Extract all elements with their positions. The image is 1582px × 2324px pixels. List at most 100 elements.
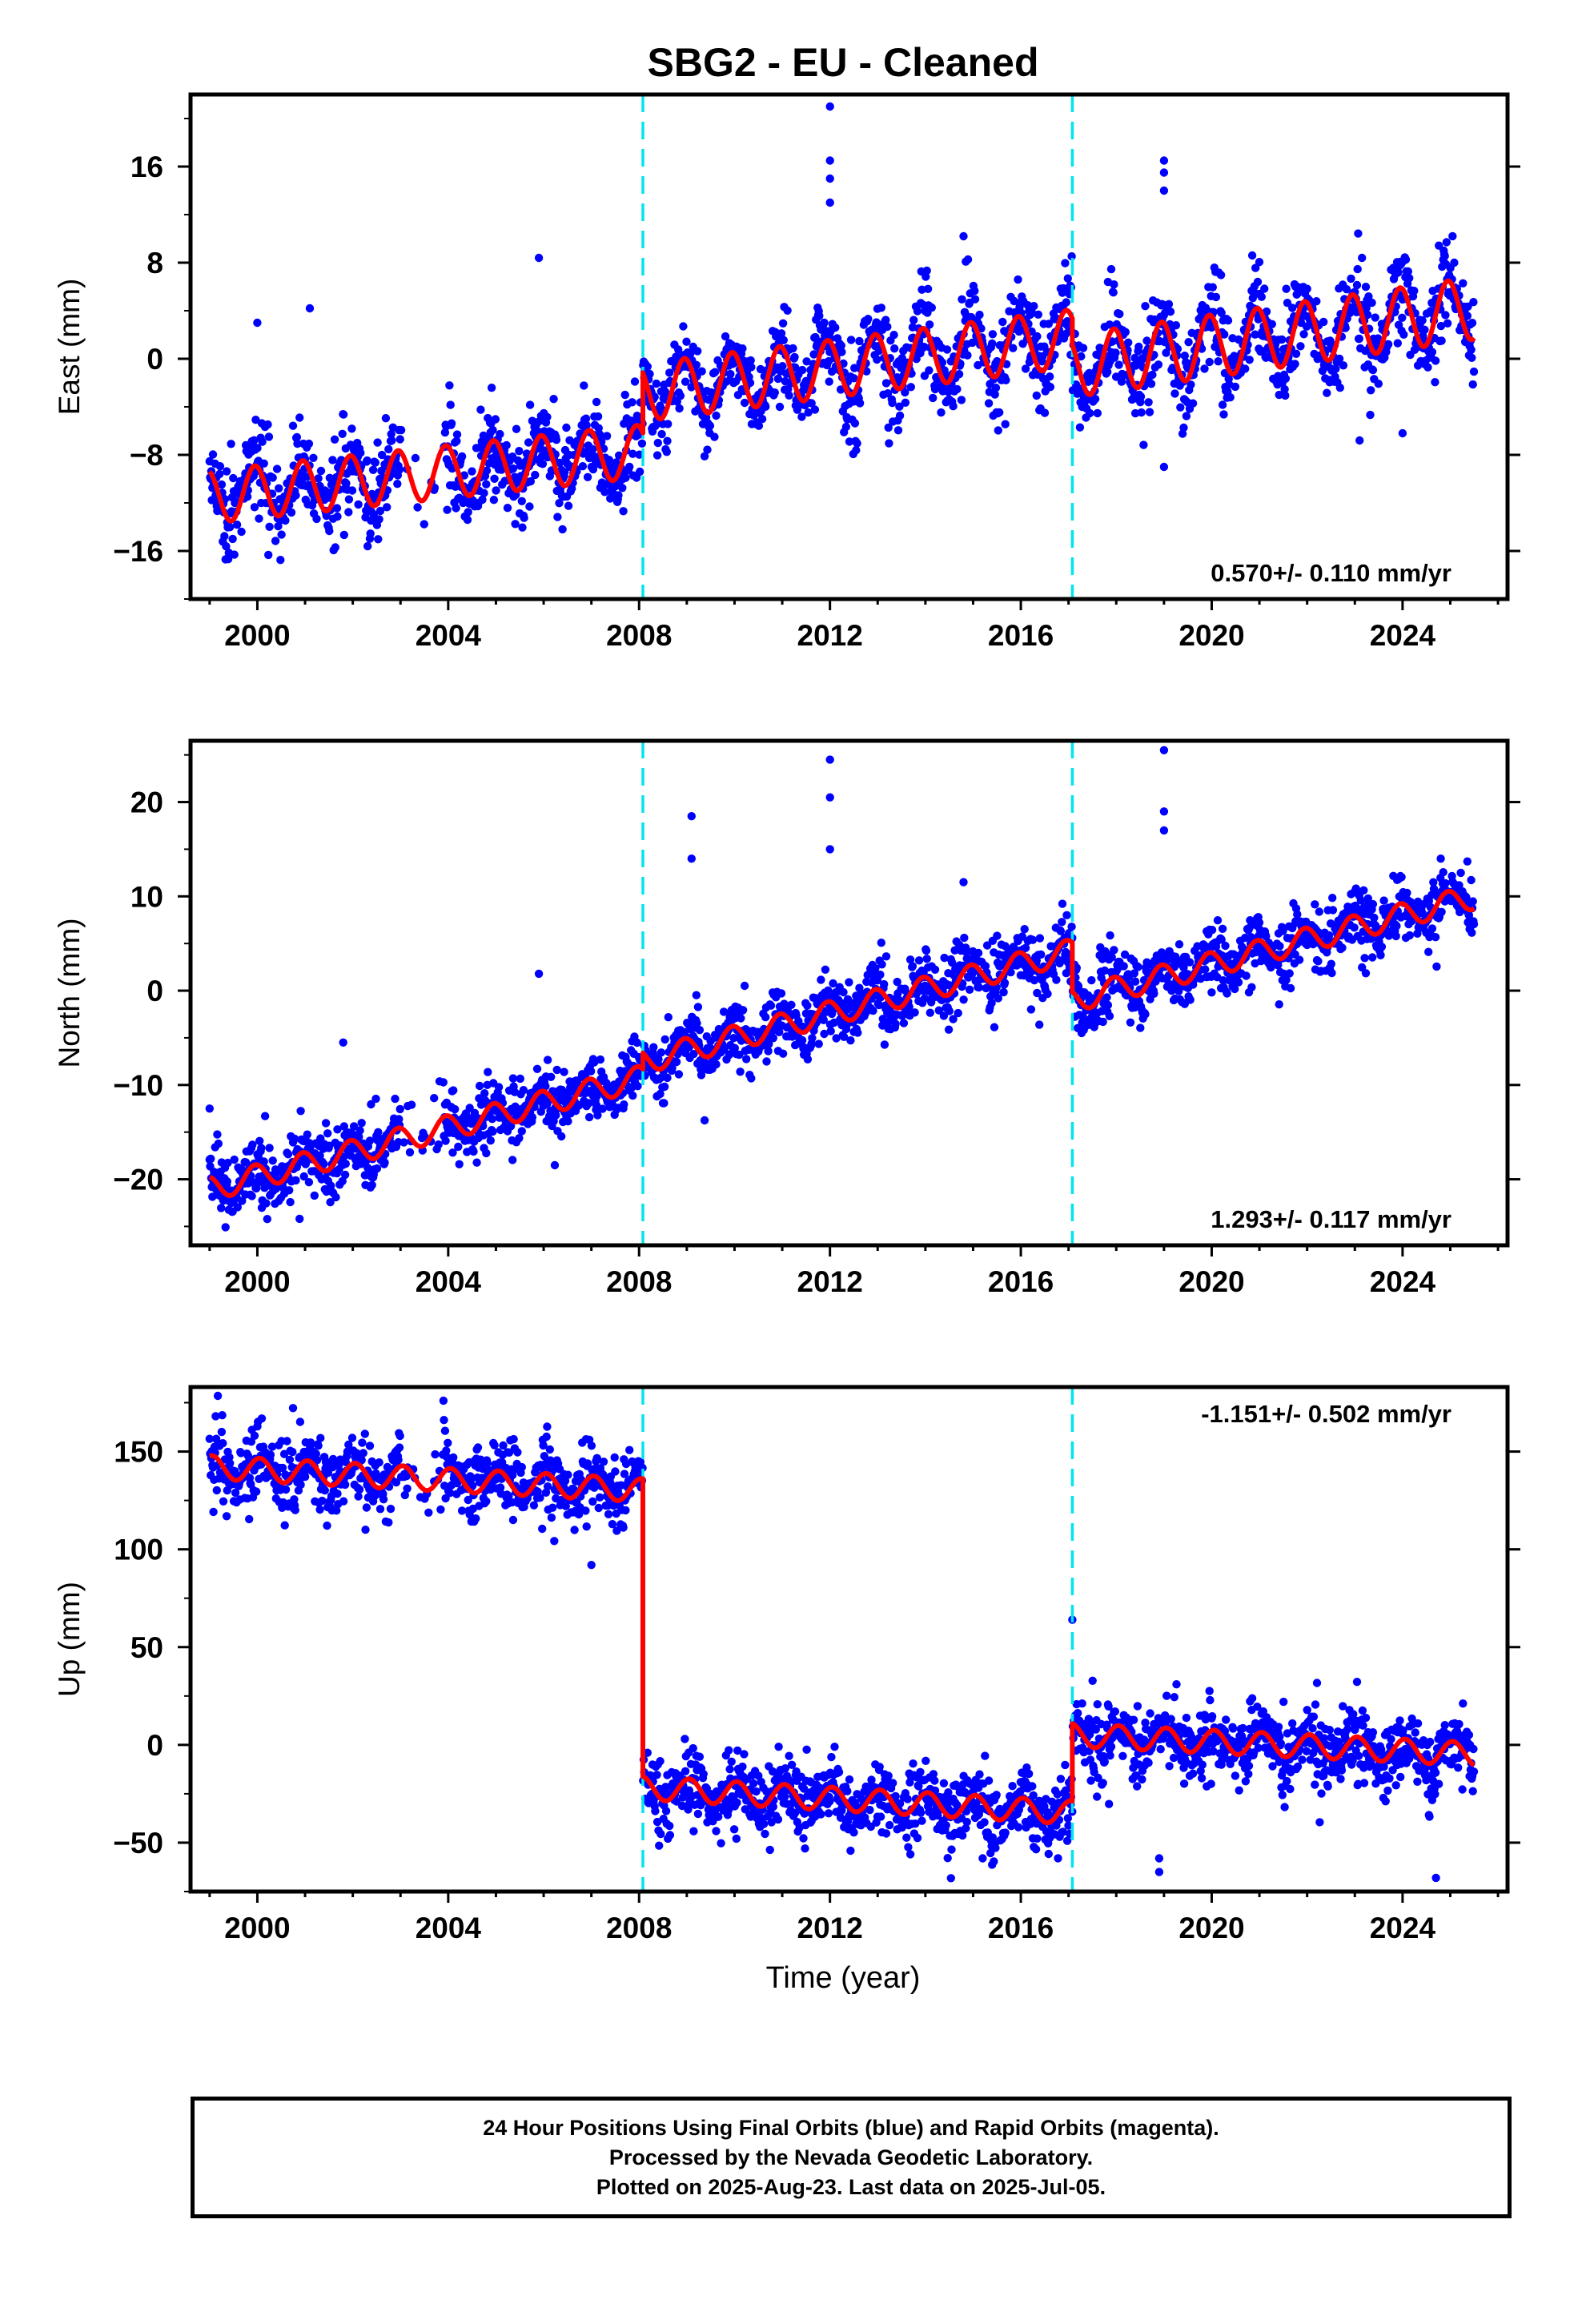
north-point <box>1035 1020 1044 1029</box>
north-point <box>472 1158 481 1167</box>
east-point <box>387 429 396 439</box>
east-point <box>628 449 637 458</box>
east-point <box>637 439 647 448</box>
north-point <box>993 931 1002 940</box>
north-point <box>737 1014 745 1023</box>
north-point <box>1360 954 1369 963</box>
up-point <box>250 1431 259 1441</box>
east-outlier-point <box>1355 436 1364 445</box>
east-point <box>1001 420 1010 428</box>
east-point <box>292 432 301 442</box>
north-point <box>954 1008 962 1018</box>
east-point <box>700 452 709 460</box>
north-point <box>1441 879 1450 888</box>
north-point <box>584 1112 594 1122</box>
east-point <box>1448 231 1457 241</box>
east-point <box>1146 380 1156 388</box>
east-point <box>452 504 460 513</box>
east-point <box>445 381 454 390</box>
east-point <box>1114 360 1123 369</box>
east-point <box>846 336 856 344</box>
north-point <box>990 1023 999 1031</box>
east-point <box>502 440 511 450</box>
north-point <box>845 978 853 987</box>
north-point <box>660 1099 669 1108</box>
east-point <box>482 480 491 489</box>
north-point <box>999 987 1008 997</box>
east-point <box>339 530 348 540</box>
east-point <box>354 500 363 509</box>
east-point <box>1441 311 1450 320</box>
east-frame <box>188 92 1510 601</box>
east-point <box>1362 304 1371 312</box>
y-tick-label: 20 <box>130 786 163 819</box>
north-outlier-point <box>1159 746 1169 754</box>
north-outlier-point <box>534 969 544 979</box>
east-point <box>895 411 905 420</box>
east-point <box>1164 300 1174 308</box>
east-point <box>508 464 518 473</box>
panel-east: 2000 2004 2008 2012 2016 2020 2024−16−80816Eas… <box>53 92 1520 652</box>
east-point <box>1277 335 1287 344</box>
east-point <box>1137 408 1146 417</box>
north-point <box>1062 911 1071 920</box>
east-point <box>710 432 719 441</box>
east-point <box>1223 316 1233 325</box>
up-point <box>358 1438 367 1447</box>
north-point <box>1110 946 1118 955</box>
north-point <box>853 1028 862 1037</box>
east-point <box>747 363 756 372</box>
east-point <box>549 395 558 404</box>
north-point <box>1463 857 1472 866</box>
east-point <box>1067 251 1076 261</box>
east-point <box>1231 382 1240 392</box>
east-point <box>237 527 246 537</box>
east-point <box>515 447 524 456</box>
north-point <box>221 1223 230 1232</box>
north-outlier-point <box>205 1104 214 1113</box>
east-point <box>511 520 520 529</box>
east-point <box>954 370 964 379</box>
east-point <box>777 329 786 338</box>
y-tick-label: 16 <box>130 151 163 183</box>
east-point <box>1136 392 1146 401</box>
east-point <box>368 465 378 474</box>
east-point <box>778 362 787 371</box>
east-point <box>784 384 793 394</box>
east-point <box>785 391 793 400</box>
east-point <box>264 550 273 560</box>
east-point <box>259 459 268 468</box>
east-point <box>811 332 820 342</box>
east-point <box>933 376 942 385</box>
east-point <box>1262 307 1271 316</box>
east-point <box>1086 408 1094 418</box>
north-point <box>899 1019 909 1027</box>
up-point <box>219 1497 228 1506</box>
east-point <box>1335 384 1345 392</box>
east-point <box>468 467 476 476</box>
north-point <box>1328 906 1338 915</box>
north-point <box>926 1008 935 1017</box>
north-point <box>207 1154 215 1164</box>
north-point <box>303 1130 311 1139</box>
east-point <box>1184 338 1193 347</box>
east-point <box>1226 393 1235 402</box>
north-point <box>310 1191 319 1200</box>
east-point <box>375 506 385 516</box>
north-point <box>1327 959 1336 968</box>
east-point <box>881 316 890 324</box>
north-point <box>1255 918 1264 927</box>
north-point <box>295 1214 304 1224</box>
east-point <box>1002 376 1010 384</box>
east-point <box>1245 356 1254 364</box>
up-point <box>320 1486 329 1495</box>
north-point <box>661 1035 669 1044</box>
up-point <box>379 1495 388 1504</box>
north-point <box>740 981 749 991</box>
north-point <box>1424 947 1433 956</box>
x-tick-label: 2020 <box>1178 1265 1244 1298</box>
north-point <box>1067 923 1076 931</box>
up-point <box>375 1505 385 1514</box>
north-point <box>1338 943 1347 952</box>
up-point <box>213 1391 223 1401</box>
